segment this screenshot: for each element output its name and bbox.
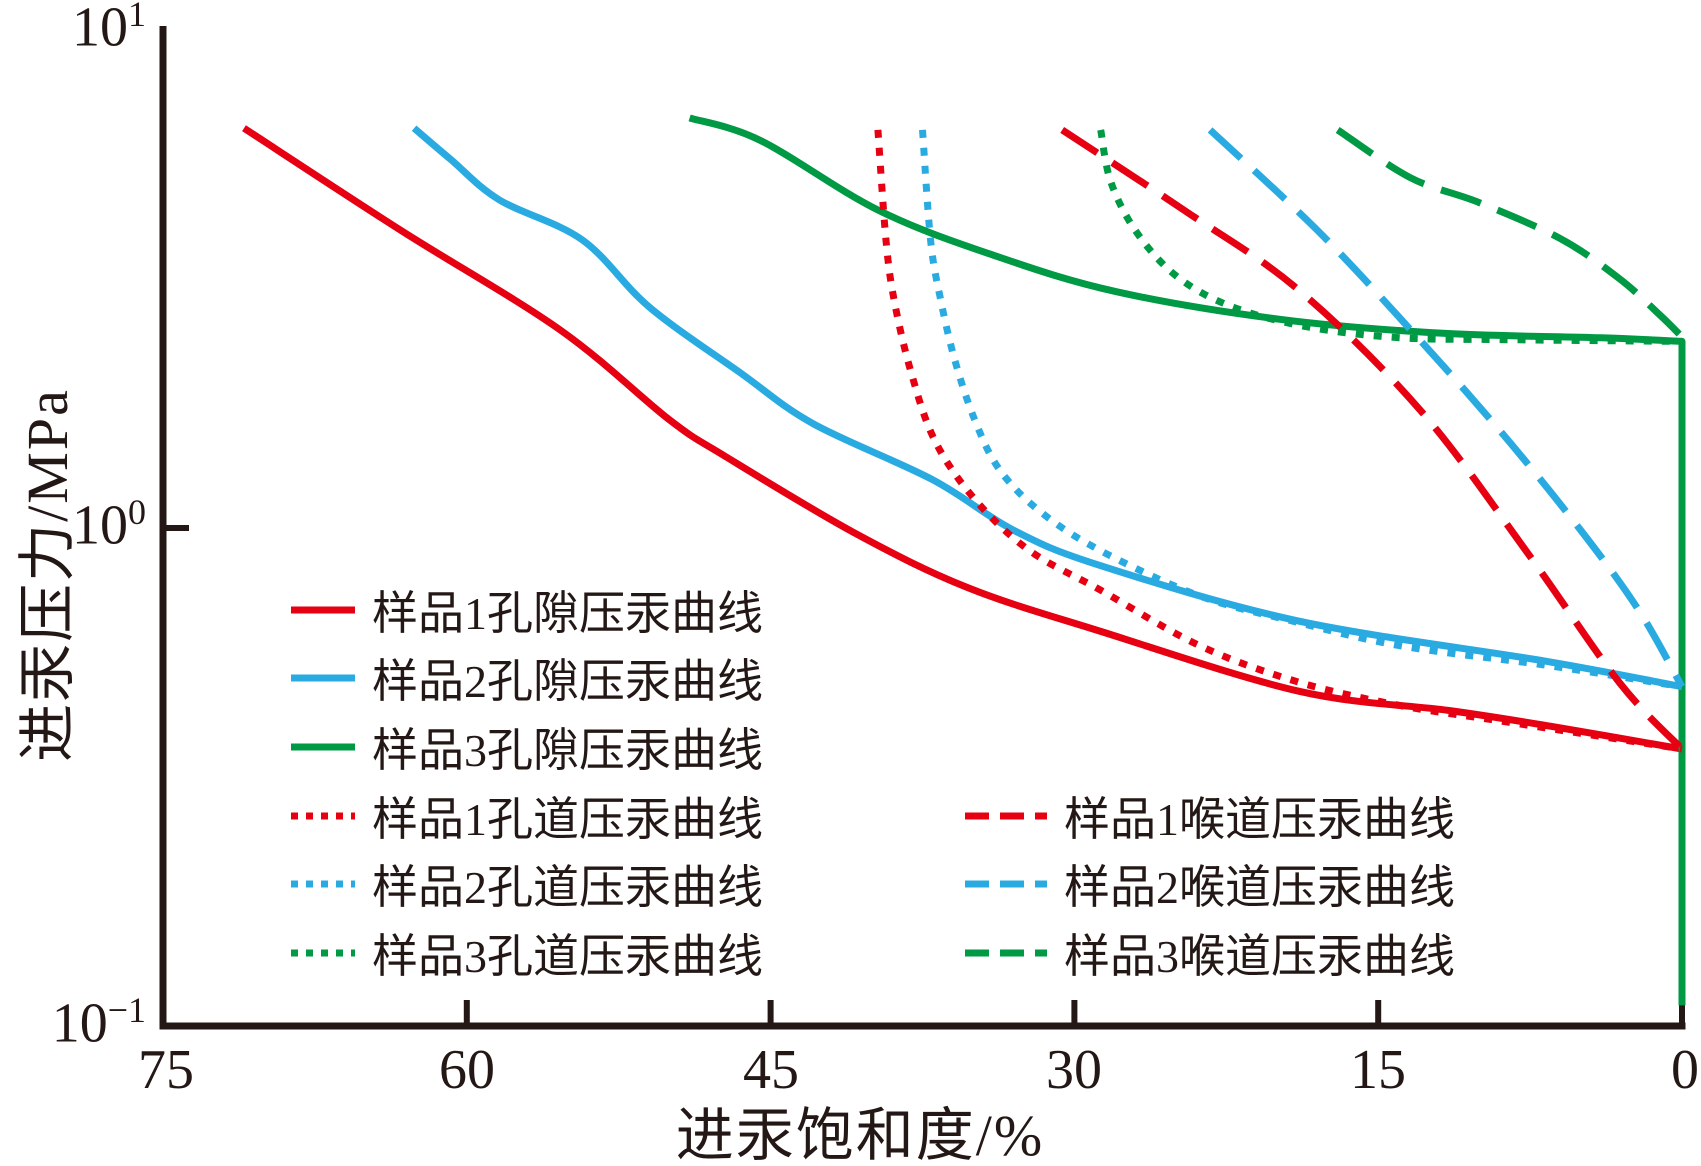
curve-sample1-channel [874, 129, 1683, 753]
legend-item-sample3-pore: 样品3孔隙压汞曲线 [290, 715, 763, 779]
legend-item-sample1-channel: 样品1孔道压汞曲线 [290, 784, 763, 848]
legend-item-sample1-throat: 样品1喉道压汞曲线 [964, 784, 1455, 848]
y-axis-title: 进汞压力/MPa [15, 388, 80, 762]
curve-sample3-channel [1097, 129, 1683, 345]
legend-label: 样品3孔道压汞曲线 [372, 931, 763, 982]
legend-item-sample3-throat: 样品3喉道压汞曲线 [964, 921, 1455, 985]
legend-item-sample2-channel: 样品2孔道压汞曲线 [290, 852, 763, 916]
legend-label: 样品3喉道压汞曲线 [1064, 931, 1455, 982]
sample3-throat-line-swatch [965, 949, 1047, 957]
sample1-channel-line-swatch [291, 812, 355, 820]
legend-item-sample2-pore: 样品2孔隙压汞曲线 [290, 646, 763, 710]
y-tick-label-10e1: 101 [72, 0, 146, 59]
legend-item-sample1-pore: 样品1孔隙压汞曲线 [290, 578, 763, 642]
sample2-throat-line-swatch [965, 880, 1047, 888]
x-tick-label-60: 60 [439, 1039, 495, 1101]
curve-sample2-pore [411, 125, 1683, 691]
legend-label: 样品2孔隙压汞曲线 [372, 656, 763, 707]
curve-sample3-throat [1335, 126, 1685, 340]
y-tick-label-10e0: 100 [72, 491, 146, 557]
sample1-throat-line-swatch [965, 812, 1047, 820]
curve-sample3-pore [688, 114, 1686, 1006]
x-axis-title: 进汞饱和度/% [675, 1103, 1045, 1166]
curve-sample2-throat [1207, 127, 1686, 689]
curve-sample2-channel [919, 129, 1683, 691]
y-tick-label-10e-1: 10−1 [51, 989, 146, 1055]
x-tick-label-75: 75 [138, 1039, 194, 1101]
x-tick-label-30: 30 [1046, 1039, 1102, 1101]
legend-item-sample3-channel: 样品3孔道压汞曲线 [290, 921, 763, 985]
sample2-pore-line-swatch [291, 674, 355, 682]
x-tick-label-15: 15 [1350, 1039, 1406, 1101]
x-tick-label-0: 0 [1671, 1039, 1699, 1101]
sample3-pore-line-swatch [291, 743, 355, 751]
legend-label: 样品3孔隙压汞曲线 [372, 725, 763, 776]
sample2-channel-line-swatch [291, 880, 355, 888]
legend-label: 样品1喉道压汞曲线 [1064, 794, 1455, 845]
x-tick-label-45: 45 [743, 1039, 799, 1101]
legend-label: 样品2喉道压汞曲线 [1064, 862, 1455, 913]
legend-label: 样品2孔道压汞曲线 [372, 862, 763, 913]
curve-sample1-throat [1060, 126, 1685, 752]
legend-item-sample2-throat: 样品2喉道压汞曲线 [964, 852, 1455, 916]
legend-label: 样品1孔隙压汞曲线 [372, 588, 763, 639]
sample1-pore-line-swatch [291, 606, 355, 614]
sample3-channel-line-swatch [291, 949, 355, 957]
legend-label: 样品1孔道压汞曲线 [372, 794, 763, 845]
